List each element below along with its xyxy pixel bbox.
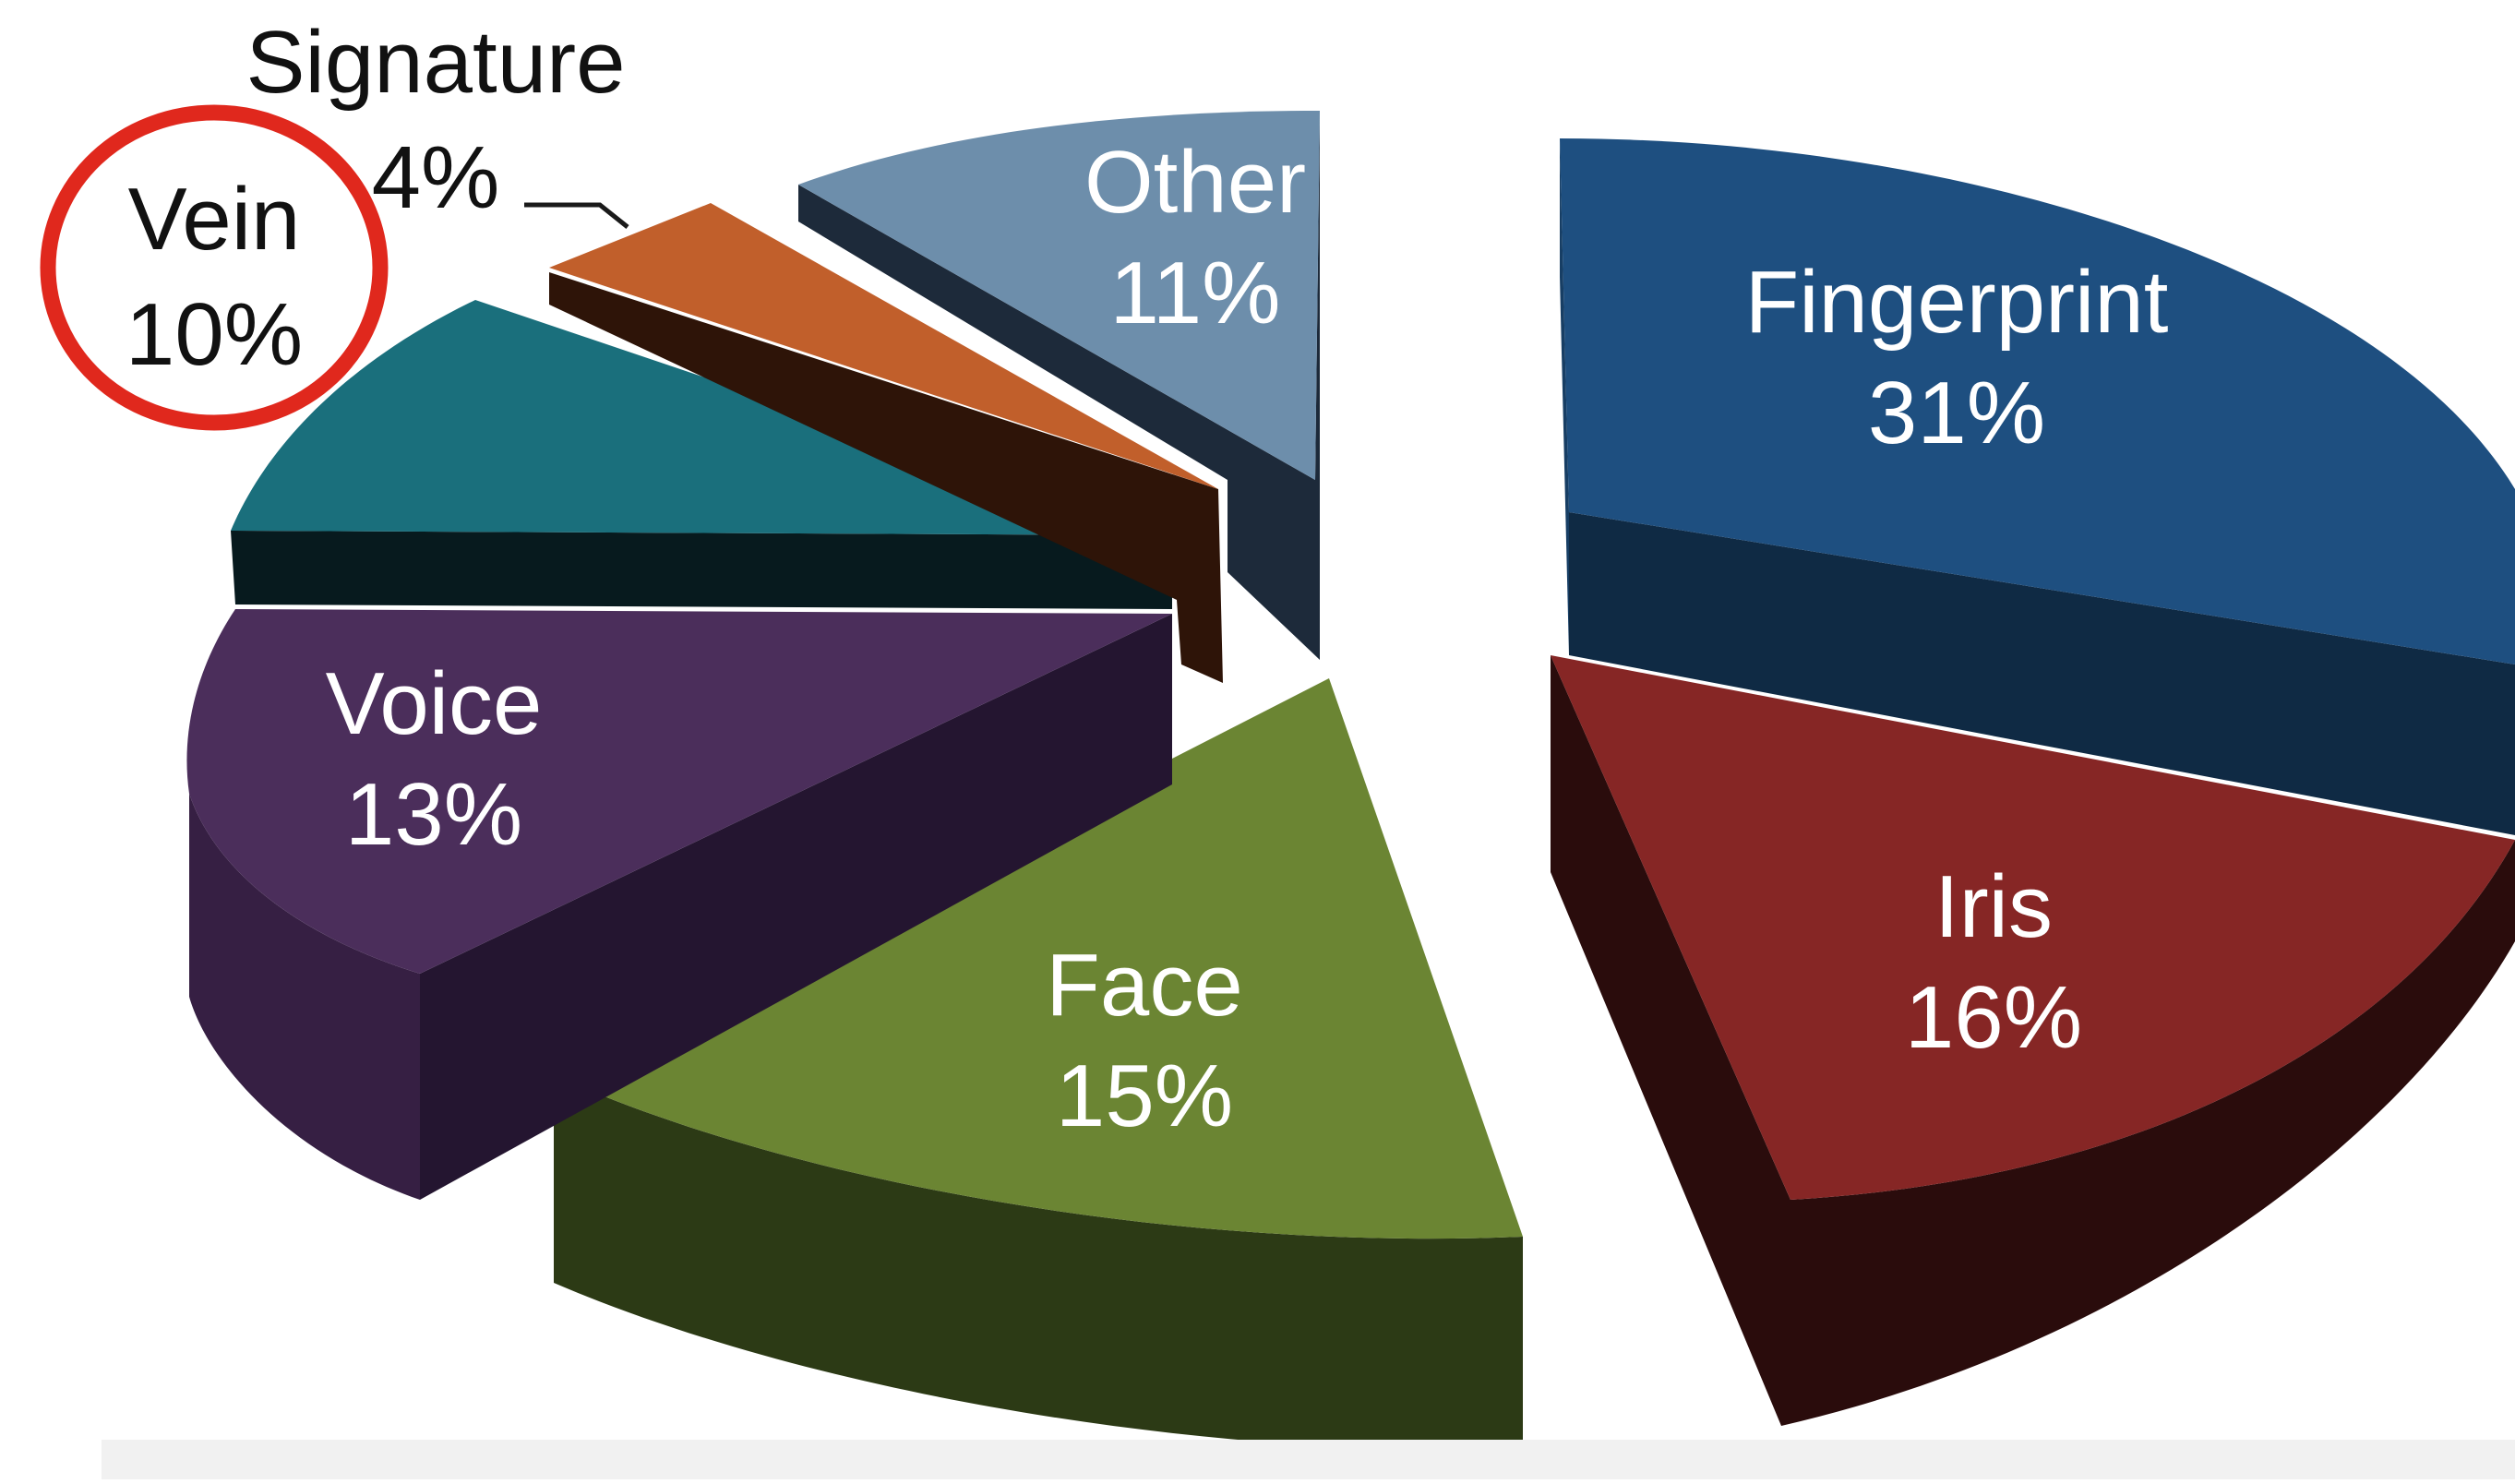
label-voice: Voice 13% (326, 654, 543, 864)
label-fingerprint-name: Fingerprint (1745, 253, 2169, 352)
slice-face-side (554, 1075, 1523, 1450)
label-face-value: 15% (1056, 1047, 1233, 1145)
slice-fingerprint (1560, 138, 2515, 835)
slice-signature-side (549, 272, 1223, 683)
label-iris: Iris 16% (1905, 857, 2082, 1067)
label-other-value: 11% (1109, 244, 1280, 342)
slice-signature (549, 203, 1223, 683)
label-voice-name: Voice (326, 654, 543, 753)
label-vein: Vein 10% (126, 170, 303, 384)
label-signature-name: Signature (246, 13, 626, 112)
label-fingerprint: Fingerprint 31% (1745, 253, 2169, 462)
slice-face-top (554, 678, 1523, 1239)
label-face-name: Face (1046, 936, 1242, 1035)
slice-iris-side (1551, 655, 2515, 1426)
label-vein-name: Vein (128, 170, 301, 269)
footer-band (102, 1440, 2515, 1479)
label-signature-value: 4% (372, 128, 500, 227)
label-other-name: Other (1084, 133, 1306, 232)
label-voice-value: 13% (345, 765, 522, 864)
label-signature: Signature 4% (246, 13, 626, 227)
label-vein-value: 10% (126, 285, 303, 384)
label-iris-value: 16% (1905, 968, 2082, 1067)
vein-highlight-circle (40, 104, 389, 431)
slice-fingerprint-side (1569, 512, 2515, 835)
slice-other-side (798, 111, 1320, 660)
slice-voice-side (420, 614, 1172, 1200)
slice-vein-side (231, 531, 1172, 609)
slice-voice-top (186, 609, 1172, 974)
signature-leader-line (524, 202, 629, 229)
slice-other-top (798, 111, 1320, 480)
slice-iris (1551, 655, 2515, 1426)
slice-signature-top (549, 203, 1218, 489)
slice-face (554, 678, 1523, 1450)
slice-iris-top (1551, 655, 2515, 1200)
slice-voice (186, 609, 1172, 1200)
label-fingerprint-value: 31% (1868, 364, 2045, 462)
label-other: Other 11% (1084, 133, 1306, 342)
slice-other (798, 111, 1320, 660)
slice-voice-side-left (189, 794, 420, 1200)
label-iris-name: Iris (1934, 857, 2053, 956)
slice-fingerprint-top (1560, 138, 2515, 664)
label-face: Face 15% (1046, 936, 1242, 1145)
slice-fingerprint-edge (1560, 138, 1569, 655)
